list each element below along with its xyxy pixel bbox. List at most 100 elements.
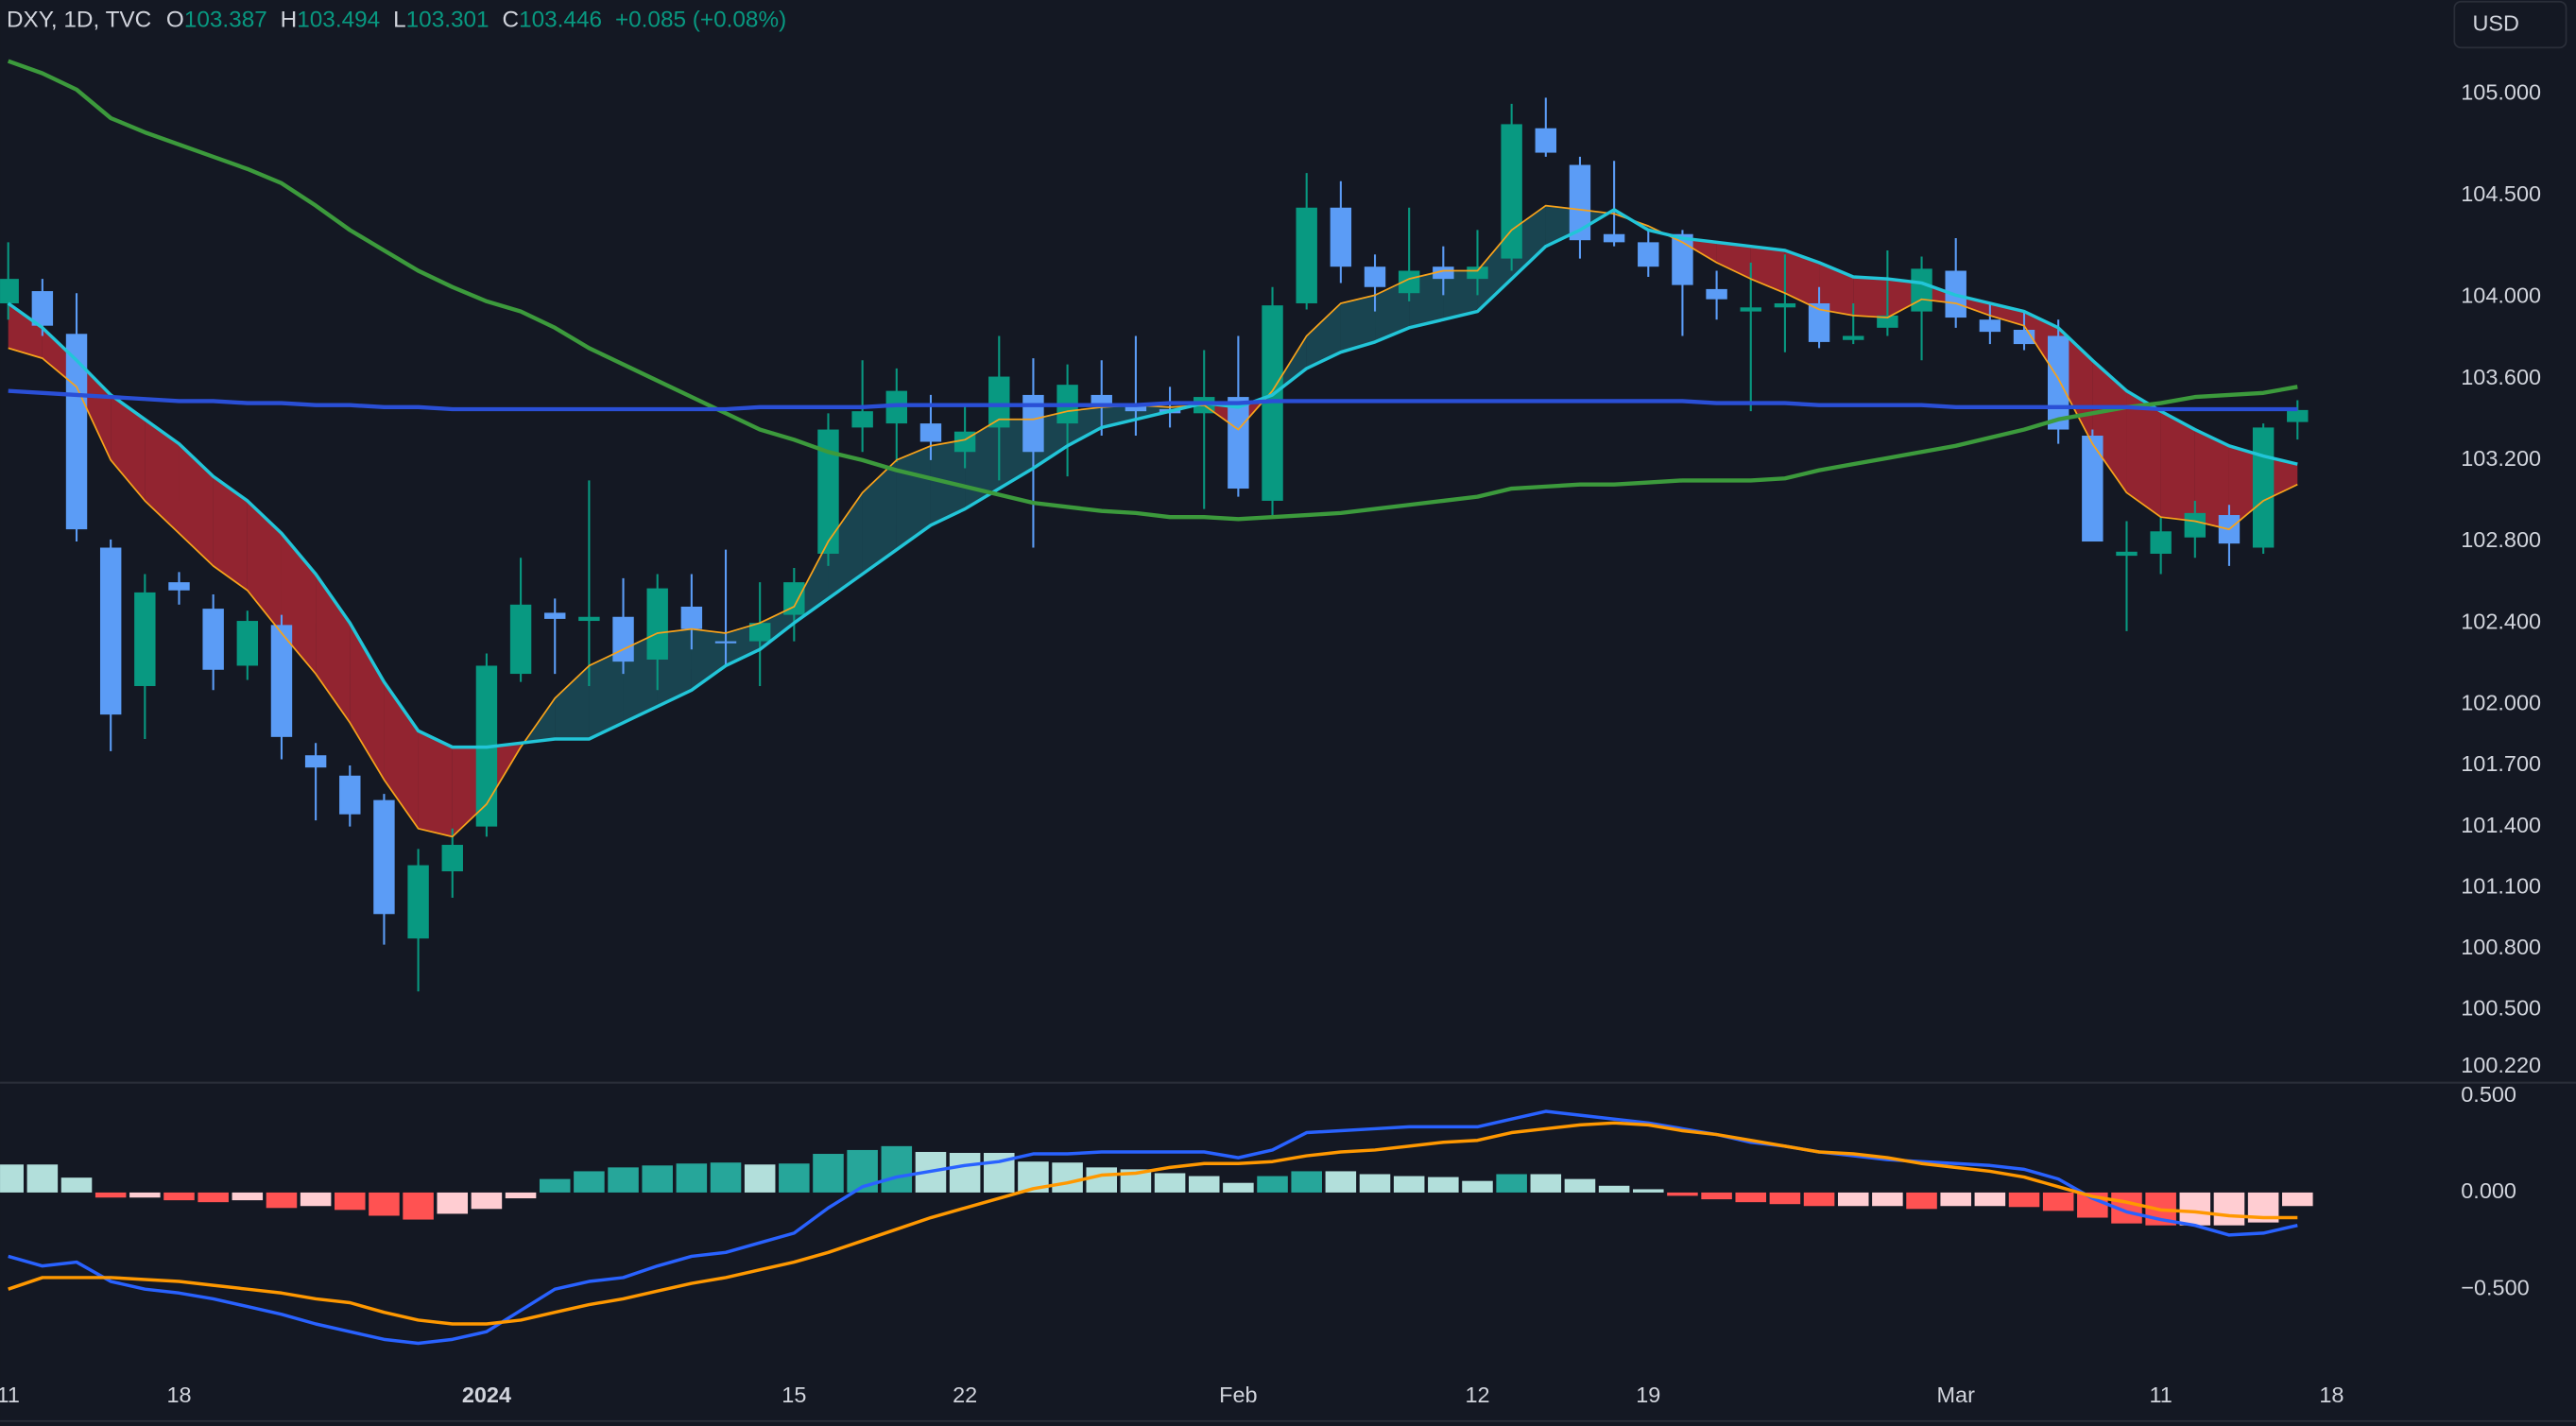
ribbon-fill [111,394,146,501]
candle-body [1467,266,1488,280]
y-tick-label: 100.800 [2461,935,2541,959]
ribbon-fill [145,419,180,534]
candle-body [680,606,703,629]
y-tick-label: 103.600 [2461,365,2541,389]
ribbon-fill [1750,246,1785,294]
candle-body [441,845,463,872]
histogram-bar [163,1192,195,1201]
indicator-line [7,208,2298,749]
x-tick-label: Mar [1937,1383,1976,1407]
histogram-bar [881,1145,913,1193]
ribbon-fill [418,730,453,837]
candle-body [2184,512,2207,538]
candle-body [1535,128,1557,153]
histogram-bar [574,1171,605,1193]
candle-body [31,291,54,326]
y-tick-label: 0.000 [2461,1178,2516,1203]
histogram-bar [1530,1174,1562,1193]
histogram-bar [779,1163,810,1193]
ohlc-label: C [503,8,520,33]
candle-body [1877,315,1898,328]
candle-body [646,588,668,660]
histogram-bar [2042,1192,2074,1211]
histogram-bar [1257,1176,1288,1193]
histogram-bar [60,1177,93,1193]
histogram-bar [744,1164,776,1193]
x-tick-label: 15 [781,1383,806,1407]
ribbon-fill [1306,302,1341,369]
candle-body [339,775,361,815]
candle-body [1330,207,1352,267]
ribbon-fill [1340,295,1376,352]
y-tick-label: 104.500 [2461,181,2541,206]
histogram-bar [197,1192,229,1203]
candle-body [509,604,532,675]
ribbon-fill [1853,276,1888,318]
histogram-bar [369,1192,400,1216]
ribbon-fill [2126,390,2161,518]
y-tick-label: 100.500 [2461,996,2541,1021]
histogram-bar [2213,1192,2245,1226]
candle-body [1672,233,1693,285]
histogram-bar [1701,1192,1732,1200]
x-tick-label: 11 [0,1383,20,1407]
candle-body [1774,302,1796,308]
y-tick-label: 103.200 [2461,446,2541,471]
ribbon-fill [1375,279,1410,342]
candle-body [304,755,327,768]
candle-body [2252,427,2275,548]
candle-body [99,547,122,715]
histogram-bar [539,1178,571,1193]
histogram-bar [1974,1192,2006,1207]
histogram-bar [1667,1192,1698,1196]
histogram-bar [505,1192,537,1199]
histogram-bar [1906,1192,1937,1210]
ribbon-fill [8,302,43,359]
legend-header: DXY, 1D, TVC O103.387 H103.494 L103.301 C103… [7,8,786,33]
candle-body [2116,551,2138,557]
histogram-bar [1154,1173,1186,1193]
histogram-bar [1359,1174,1391,1193]
ribbon-fill [2092,360,2127,493]
histogram-bar [129,1192,161,1198]
histogram-bar [1803,1192,1835,1207]
histogram-bar [335,1192,366,1211]
ohlc-value: 103.301 [406,8,489,33]
histogram-bar [949,1153,981,1193]
histogram-bar [1086,1167,1118,1193]
candle-body [919,423,942,442]
ribbon-fill [179,443,214,566]
ohlc-value: 103.387 [184,8,267,33]
ribbon-fill [589,649,624,740]
histogram-bar [1223,1182,1254,1193]
histogram-bar [266,1192,298,1209]
change: +0.085 (+0.08%) [615,8,786,33]
candle-body [236,621,259,666]
y-tick-label: −0.500 [2461,1275,2529,1299]
candle-body [1364,266,1386,287]
histogram-bar [1462,1180,1493,1193]
histogram-bar [2008,1192,2040,1208]
y-tick-label: 102.800 [2461,527,2541,552]
histogram-bar [300,1192,332,1207]
candle-body [134,592,156,686]
ohlc-label: O [166,8,184,33]
x-tick-label: 12 [1465,1383,1489,1407]
currency-button[interactable] [2453,0,2567,49]
ohlc-label: L [393,8,406,33]
indicator-line [8,388,2298,412]
candle-body [783,582,805,615]
ribbon-fill [828,492,863,599]
candle-body [1979,319,2001,333]
x-tick-label: 22 [953,1383,977,1407]
candle-body [1638,242,1659,267]
candle-body [1398,270,1420,294]
y-tick-label: 0.500 [2461,1082,2516,1107]
candle-body [1228,397,1249,490]
candle-body [2082,436,2104,542]
currency[interactable]: USD [2472,10,2519,35]
price-pane [0,59,2309,992]
candle-body [714,641,737,644]
histogram-bar [1393,1176,1425,1193]
y-tick-label: 101.400 [2461,813,2541,837]
